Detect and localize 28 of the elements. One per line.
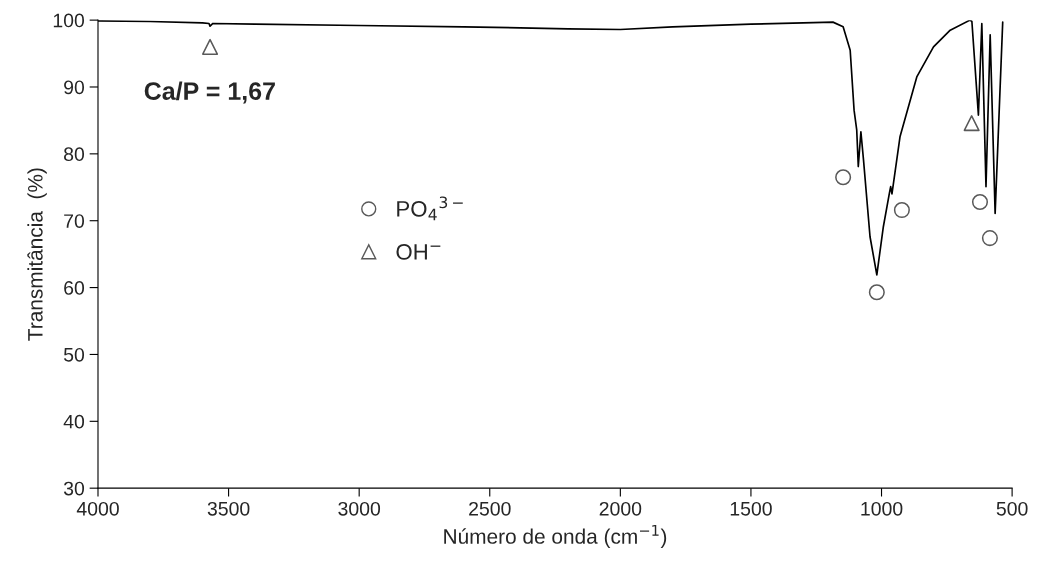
point (971, 193, 989, 211)
y-tick-label: 100 (53, 13, 85, 28)
point (835, 169, 852, 186)
point (893, 201, 910, 219)
x-tick-label: 2000 (599, 501, 642, 516)
y-tick-label: 90 (64, 80, 85, 95)
point (981, 230, 998, 247)
y-tick-label: 30 (63, 481, 85, 496)
x-tick-label: 2500 (469, 501, 511, 516)
x-tick-label: 3000 (338, 501, 381, 516)
x-tick-label: 3500 (207, 501, 250, 516)
point (201, 38, 219, 55)
x-tick-label: 4000 (76, 501, 119, 516)
y-tick-label: 80 (64, 147, 85, 162)
y-tick-label: 50 (63, 347, 85, 362)
y-tick-label: 40 (63, 414, 85, 429)
x-tick-label: 1500 (730, 501, 772, 516)
y-tick-label: 70 (64, 214, 85, 228)
point (868, 284, 885, 301)
annotation: Ca/P = 1,67 (144, 81, 275, 104)
legend-label: OH$^{−}$ (396, 244, 441, 260)
x-tick-label: 500 (996, 501, 1028, 516)
x-tick-label: 1000 (861, 501, 903, 516)
y-tick-label: 60 (64, 281, 85, 295)
point (963, 115, 980, 132)
legend-label: PO$_{4}$$^{3−}$ (397, 196, 463, 221)
x-axis-title: Número de onda (cm$^{−1}$) (444, 525, 667, 548)
y-axis-title: Transmitância (%) (27, 168, 47, 341)
